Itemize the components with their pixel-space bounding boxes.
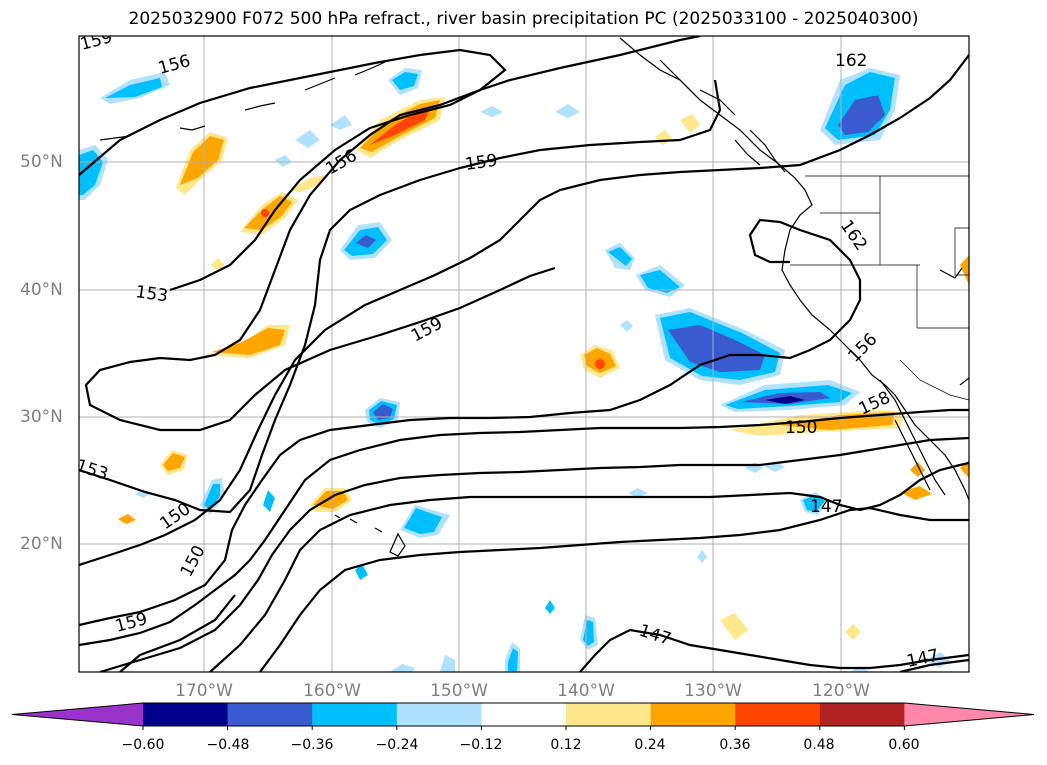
contour-label: 147 xyxy=(905,646,941,672)
colorbar-tick-label: 0.48 xyxy=(803,737,835,753)
contour-label: 159 xyxy=(464,151,499,175)
lat-label: 40°N xyxy=(20,280,63,300)
colorbar-segment xyxy=(396,703,482,726)
contour-label: 159 xyxy=(78,27,115,55)
colorbar-segment xyxy=(227,703,313,726)
contour-label: 147 xyxy=(636,621,673,650)
colorbar-segment xyxy=(735,703,821,726)
colorbar-segment xyxy=(819,703,905,726)
colorbar-extend-high xyxy=(904,703,1034,726)
plot-frame xyxy=(78,35,970,673)
contour-label: 147 xyxy=(810,497,842,517)
lon-label: 150°W xyxy=(430,681,488,701)
state-borders xyxy=(790,175,969,401)
colorbar-tick-label: −0.48 xyxy=(206,737,250,753)
contour-label: 162 xyxy=(835,51,867,71)
contour-label: 156 xyxy=(844,329,881,366)
refractivity-contours xyxy=(79,36,969,672)
colorbar-segment xyxy=(312,703,398,726)
colorbar-tick-label: −0.24 xyxy=(375,737,419,753)
lon-label: 140°W xyxy=(557,681,615,701)
colorbar-tick-label: 0.36 xyxy=(719,737,751,753)
colorbar-tick-label: 0.60 xyxy=(888,737,920,753)
lon-label: 120°W xyxy=(812,681,870,701)
lat-label: 20°N xyxy=(20,534,63,554)
colorbar-extend-low xyxy=(12,703,143,726)
lon-label: 130°W xyxy=(684,681,742,701)
colorbar-tick-label: −0.36 xyxy=(290,737,334,753)
lon-label: 170°W xyxy=(175,681,233,701)
colorbar-segment xyxy=(566,703,652,726)
contour-label: 159 xyxy=(408,314,446,347)
contour-label: 159 xyxy=(113,609,150,637)
lat-label: 30°N xyxy=(20,407,63,427)
lon-label: 160°W xyxy=(303,681,361,701)
map-title: 2025032900 F072 500 hPa refract., river … xyxy=(128,9,919,29)
graticule xyxy=(79,36,969,672)
lat-label: 50°N xyxy=(20,152,63,172)
colorbar-segment xyxy=(143,703,229,726)
colorbar-segment xyxy=(481,703,567,726)
colorbar xyxy=(11,702,1035,730)
contour-label: 150 xyxy=(177,542,210,580)
colorbar-segment xyxy=(650,703,736,726)
colorbar-tick-label: −0.60 xyxy=(121,737,165,753)
contour-label: 156 xyxy=(156,51,193,79)
colorbar-tick-label: −0.12 xyxy=(459,737,503,753)
contour-label: 150 xyxy=(785,418,817,438)
precip-fills xyxy=(79,68,969,672)
contour-label: 153 xyxy=(134,282,169,306)
colorbar-tick-label: 0.24 xyxy=(634,737,666,753)
colorbar-tick-label: 0.12 xyxy=(550,737,582,753)
